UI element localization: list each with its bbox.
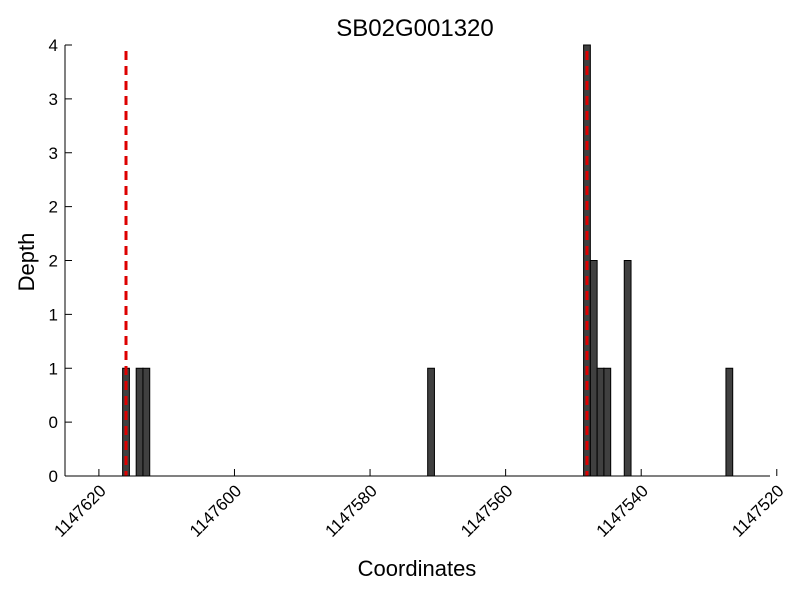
x-tick-label: 1147520 <box>728 481 787 540</box>
chart-title: SB02G001320 <box>336 15 493 42</box>
x-tick-label: 1147580 <box>322 481 381 540</box>
y-tick-label: 1 <box>49 305 58 324</box>
bar <box>135 367 144 477</box>
y-tick-label: 1 <box>49 359 58 378</box>
y-tick-label: 3 <box>49 90 58 109</box>
bar <box>142 367 151 477</box>
y-tick-label: 3 <box>49 144 58 163</box>
bar <box>623 260 632 477</box>
bar <box>589 260 598 477</box>
bar <box>603 367 612 477</box>
y-tick-label: 2 <box>49 252 58 271</box>
bars-layer <box>122 44 734 477</box>
y-ticks-layer: 0 0 1 1 2 2 3 3 4 <box>49 36 72 486</box>
axes-layer <box>64 45 770 477</box>
x-tick-label: 1147620 <box>50 481 109 540</box>
reference-lines-layer <box>124 51 589 476</box>
y-tick-label: 2 <box>49 198 58 217</box>
bar <box>427 367 435 477</box>
x-ticks-layer: 1147620 1147600 1147580 1147560 1147540 11475… <box>50 469 788 541</box>
y-tick-label: 0 <box>49 413 58 432</box>
x-tick-label: 1147600 <box>186 481 245 540</box>
x-axis-label: Coordinates <box>358 556 477 581</box>
y-tick-label: 0 <box>49 467 58 486</box>
x-tick-label: 1147540 <box>593 481 652 540</box>
bar <box>725 367 734 477</box>
x-tick-label: 1147560 <box>457 481 516 540</box>
y-axis-label: Depth <box>14 233 39 292</box>
bar <box>596 367 605 477</box>
y-tick-label: 4 <box>49 36 58 55</box>
